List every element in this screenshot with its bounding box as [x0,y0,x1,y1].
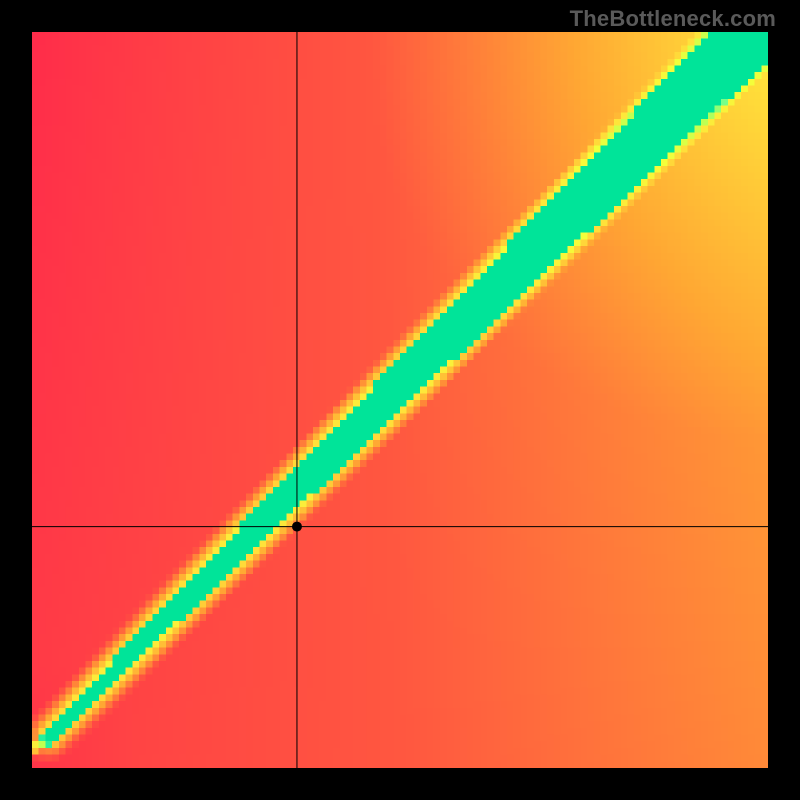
chart-frame: TheBottleneck.com [0,0,800,800]
crosshair-overlay [32,32,768,768]
crosshair-marker [292,522,302,532]
plot-area [32,32,768,768]
watermark-text: TheBottleneck.com [570,6,776,32]
